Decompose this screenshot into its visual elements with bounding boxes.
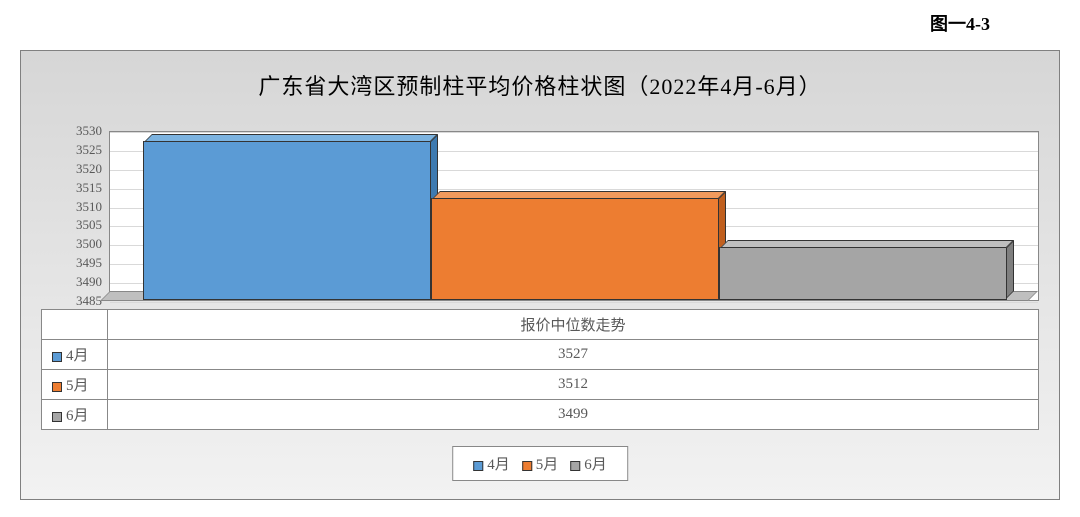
y-tick-label: 3510 bbox=[76, 199, 102, 215]
legend: 4月 5月 6月 bbox=[452, 446, 628, 481]
y-tick-label: 3495 bbox=[76, 255, 102, 271]
y-tick-label: 3500 bbox=[76, 236, 102, 252]
legend-item: 6月 bbox=[570, 453, 607, 474]
y-tick-label: 3490 bbox=[76, 274, 102, 290]
bar-top bbox=[720, 240, 1014, 248]
y-axis: 3485349034953500350535103515352035253530 bbox=[66, 131, 106, 301]
y-tick-label: 3520 bbox=[76, 161, 102, 177]
table-value: 3512 bbox=[108, 370, 1039, 400]
bar-5月 bbox=[431, 198, 719, 300]
chart-title: 广东省大湾区预制柱平均价格柱状图（2022年4月-6月） bbox=[21, 51, 1059, 111]
swatch-icon bbox=[52, 352, 62, 362]
swatch-icon bbox=[52, 412, 62, 422]
swatch-icon bbox=[52, 382, 62, 392]
legend-item: 4月 bbox=[473, 453, 510, 474]
table-category-header: 报价中位数走势 bbox=[108, 310, 1039, 340]
y-tick-label: 3485 bbox=[76, 293, 102, 309]
y-tick-label: 3530 bbox=[76, 123, 102, 139]
table-corner bbox=[42, 310, 108, 340]
data-table: 报价中位数走势4月35275月35126月3499 bbox=[41, 309, 1039, 430]
gridline bbox=[110, 132, 1038, 133]
y-tick-label: 3525 bbox=[76, 142, 102, 158]
table-row: 4月3527 bbox=[42, 340, 1039, 370]
swatch-icon bbox=[522, 461, 532, 471]
y-tick-label: 3505 bbox=[76, 217, 102, 233]
swatch-icon bbox=[570, 461, 580, 471]
bar-4月 bbox=[143, 141, 431, 300]
swatch-icon bbox=[473, 461, 483, 471]
table-row: 5月3512 bbox=[42, 370, 1039, 400]
table-series-label: 6月 bbox=[42, 400, 108, 430]
y-tick-label: 3515 bbox=[76, 180, 102, 196]
table-value: 3499 bbox=[108, 400, 1039, 430]
legend-item: 5月 bbox=[522, 453, 559, 474]
table-value: 3527 bbox=[108, 340, 1039, 370]
table-row: 6月3499 bbox=[42, 400, 1039, 430]
table-series-label: 4月 bbox=[42, 340, 108, 370]
bar-6月 bbox=[719, 247, 1007, 300]
bar-top bbox=[432, 191, 726, 199]
plot-area bbox=[109, 131, 1039, 301]
table-series-label: 5月 bbox=[42, 370, 108, 400]
bar-side bbox=[1006, 240, 1014, 299]
figure-label: 图一4-3 bbox=[930, 10, 990, 36]
gridline bbox=[110, 302, 1038, 303]
chart-container: 广东省大湾区预制柱平均价格柱状图（2022年4月-6月） 3485 3490 349… bbox=[20, 50, 1060, 500]
bar-top bbox=[144, 134, 438, 142]
